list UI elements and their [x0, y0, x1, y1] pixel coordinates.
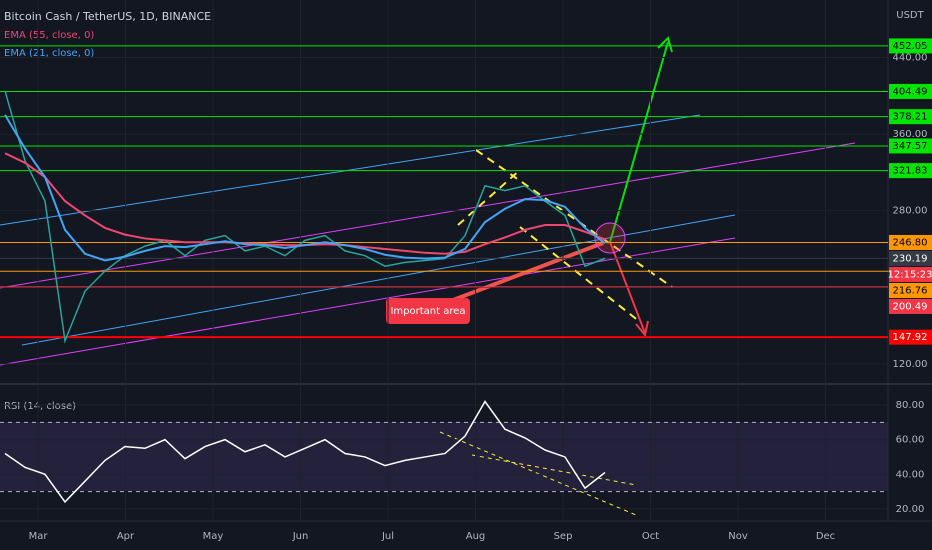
arrow-head	[657, 36, 673, 53]
x-tick-label: Aug	[466, 531, 486, 542]
series-line	[4, 90, 606, 344]
level-label: 147.92	[893, 332, 928, 343]
rsi-title: RSI (14, close)	[4, 401, 76, 412]
arrow-head	[635, 320, 649, 338]
level-label-bg	[889, 234, 932, 250]
level-label-bg	[889, 250, 932, 266]
highlight-circle	[594, 222, 626, 254]
x-tick-label: Sep	[554, 531, 573, 542]
level-label-bg	[889, 138, 932, 154]
channel-line	[0, 114, 701, 226]
y-tick-label: 120.00	[893, 359, 928, 370]
annotation-box	[386, 298, 470, 324]
level-label-bg	[889, 298, 932, 314]
trend-line	[519, 226, 641, 323]
legend-entry: EMA (21, close, 0)	[4, 48, 94, 59]
y-tick-label: 360.00	[893, 129, 928, 140]
level-label-bg	[889, 109, 932, 125]
annotation: Important area	[390, 306, 465, 317]
trend-line	[475, 149, 673, 288]
x-tick-label: Jun	[292, 531, 309, 542]
series-line	[4, 114, 606, 262]
x-tick-label: Apr	[117, 531, 135, 542]
level-label-bg	[889, 163, 932, 179]
y-tick-label: 440.00	[893, 52, 928, 63]
level-label: 246.80	[893, 237, 928, 248]
x-tick-label: May	[203, 531, 224, 542]
level-label-bg	[889, 282, 932, 298]
x-tick-label: Dec	[816, 531, 835, 542]
level-label: 230.19	[893, 253, 928, 264]
legend-entry: EMA (55, close, 0)	[4, 30, 94, 41]
level-label: 452.05	[893, 41, 928, 52]
rsi-trend	[471, 454, 637, 486]
level-label: 347.57	[893, 141, 928, 152]
channel-line	[0, 142, 856, 289]
x-tick-label: Mar	[29, 531, 49, 542]
level-label: 321.83	[893, 166, 928, 177]
rsi-trend	[439, 431, 637, 516]
level-label: 200.49	[893, 301, 928, 312]
level-label-bg	[889, 83, 932, 99]
x-tick-label: Oct	[642, 531, 659, 542]
arrow-up	[609, 41, 669, 243]
channel-line	[0, 237, 736, 366]
countdown: 12:15:23	[888, 269, 932, 280]
chart-title: Bitcoin Cash / TetherUS, 1D, BINANCE	[4, 10, 211, 23]
countdown-bg	[889, 266, 932, 282]
rsi-band	[0, 422, 888, 491]
level-label: 216.76	[893, 285, 928, 296]
rsi-tick-label: 20.00	[896, 504, 925, 515]
pointer-line	[439, 241, 604, 307]
y-tick-label: 280.00	[893, 206, 928, 217]
rsi-tick-label: 80.00	[896, 400, 925, 411]
x-tick-label: Nov	[728, 531, 748, 542]
level-label-bg	[889, 329, 932, 345]
level-label: 404.49	[893, 86, 928, 97]
rsi-tick-label: 40.00	[896, 469, 925, 480]
rsi-tick-label: 60.00	[896, 435, 925, 446]
x-tick-label: Jul	[381, 531, 394, 542]
currency-label: USDT	[896, 10, 924, 21]
series-line	[4, 400, 606, 504]
level-label: 378.21	[893, 112, 928, 123]
channel-line	[21, 214, 736, 346]
level-label-bg	[889, 38, 932, 54]
